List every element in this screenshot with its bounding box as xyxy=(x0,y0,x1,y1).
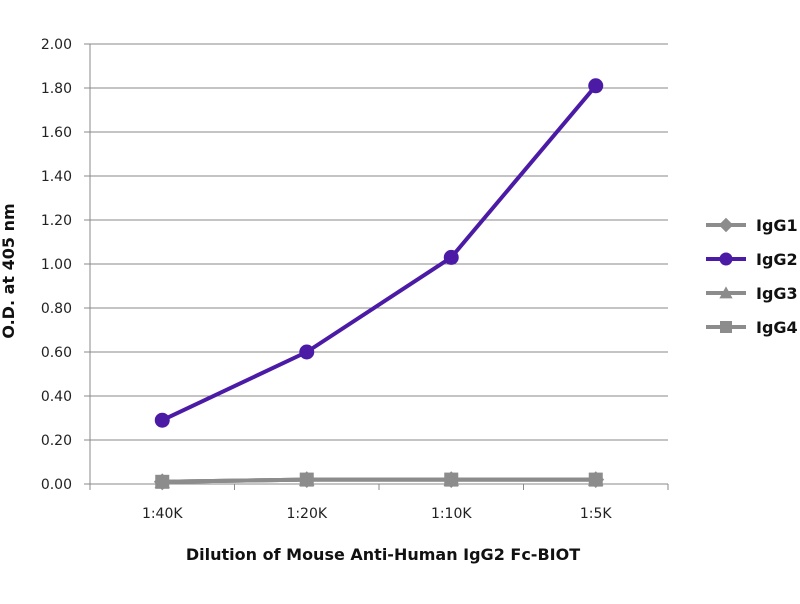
y-tick-label: 1.40 xyxy=(41,169,72,185)
legend-label: IgG3 xyxy=(756,284,798,303)
legend-marker xyxy=(719,252,733,266)
x-tick-label: 1:10K xyxy=(431,506,472,522)
legend-marker xyxy=(720,321,732,333)
legend-item-igg2: IgG2 xyxy=(706,250,798,269)
legend-label: IgG1 xyxy=(756,216,798,235)
series-lines xyxy=(153,78,605,491)
data-point-igg4 xyxy=(588,472,603,487)
y-tick-label: 1.00 xyxy=(41,257,72,273)
y-tick-label: 0.00 xyxy=(41,477,72,493)
y-tick-label: 0.80 xyxy=(41,301,72,317)
y-tick-label: 2.00 xyxy=(41,37,72,53)
legend-item-igg3: IgG3 xyxy=(706,284,798,303)
legend-label: IgG4 xyxy=(756,318,798,337)
y-tick-label: 1.80 xyxy=(41,81,72,97)
series-line-igg2 xyxy=(161,84,598,423)
legend-item-igg1: IgG1 xyxy=(706,216,798,235)
y-tick-label: 0.20 xyxy=(41,433,72,449)
legend-marker xyxy=(718,217,734,233)
data-point-igg2 xyxy=(154,412,170,428)
y-tick-label: 1.20 xyxy=(41,213,72,229)
data-point-igg2 xyxy=(588,78,604,94)
data-point-igg4 xyxy=(444,472,459,487)
x-tick-label: 1:5K xyxy=(580,506,613,522)
x-axis-title: Dilution of Mouse Anti-Human IgG2 Fc-BIO… xyxy=(186,545,580,564)
y-tick-label: 0.60 xyxy=(41,345,72,361)
data-point-igg4 xyxy=(155,474,170,489)
x-tick-label: 1:20K xyxy=(286,506,327,522)
series-line-igg4 xyxy=(162,477,596,484)
series-igg4 xyxy=(155,472,603,489)
data-point-igg2 xyxy=(299,344,315,360)
legend-item-igg4: IgG4 xyxy=(706,318,798,337)
y-axis-title: O.D. at 405 nm xyxy=(0,203,18,338)
gridlines xyxy=(90,43,668,441)
axes: 0.00 0.20 0.40 0.60 0.80 1.00 1.20 1.40 1.60 1.80… xyxy=(41,37,669,522)
legend-label: IgG2 xyxy=(756,250,798,269)
x-tick-label: 1:40K xyxy=(142,506,183,522)
legend: IgG1 IgG2 IgG3 IgG4 xyxy=(706,216,798,337)
y-tick-label: 0.40 xyxy=(41,389,72,405)
y-tick-label: 1.60 xyxy=(41,125,72,141)
series-igg2 xyxy=(154,78,604,428)
data-point-igg4 xyxy=(299,472,314,487)
legend-marker xyxy=(719,286,733,299)
data-point-igg2 xyxy=(443,249,459,265)
